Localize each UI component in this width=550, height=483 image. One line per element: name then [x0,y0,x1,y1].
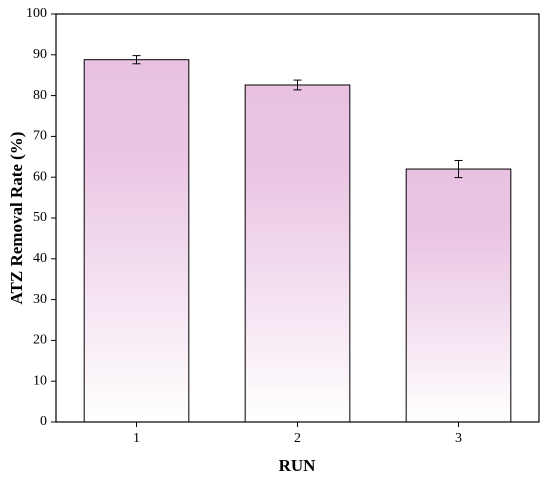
y-tick-label: 80 [33,88,47,103]
y-tick-label: 100 [26,6,47,21]
plot-frame [55,13,540,423]
y-tick-label: 70 [33,129,47,144]
x-axis-title: RUN [279,456,317,475]
y-tick-label: 10 [33,373,47,388]
bar [405,168,512,423]
bar [83,59,190,423]
y-tick-label: 50 [33,210,47,225]
bar [244,84,351,423]
y-tick-label: 30 [33,292,47,307]
error-bar [293,79,302,91]
error-bar [132,55,141,65]
y-axis-title: ATZ Removal Rate (%) [7,132,26,305]
y-tick-label: 0 [40,414,47,429]
y-tick-label: 40 [33,251,47,266]
y-tick-label: 90 [33,47,47,62]
error-bar [454,159,463,179]
y-tick-label: 20 [33,333,47,348]
x-tick-label: 2 [294,431,301,446]
y-tick-label: 60 [33,169,47,184]
x-tick-label: 1 [133,431,140,446]
x-tick-label: 3 [455,431,462,446]
